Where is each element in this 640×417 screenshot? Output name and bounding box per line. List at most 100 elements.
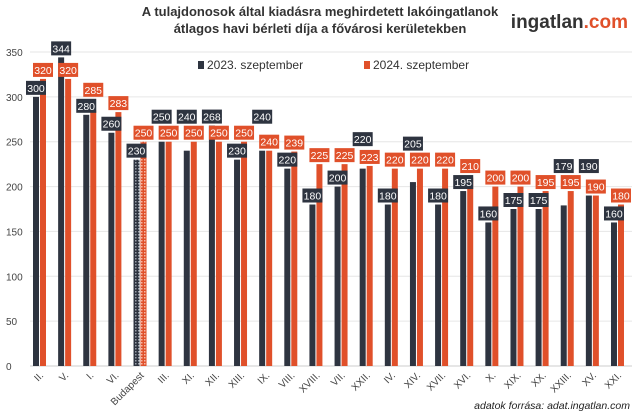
bar-2024 bbox=[165, 141, 172, 366]
bar-2023 bbox=[284, 168, 291, 366]
data-label: 250 bbox=[185, 128, 203, 140]
bar-2023 bbox=[334, 186, 341, 366]
bar-2024 bbox=[90, 110, 97, 366]
data-label-box bbox=[183, 125, 204, 140]
bar-2024 bbox=[416, 168, 423, 366]
data-label: 285 bbox=[84, 85, 102, 97]
data-label: 300 bbox=[27, 83, 45, 95]
data-label: 180 bbox=[304, 191, 322, 203]
y-tick-label: 350 bbox=[6, 48, 23, 59]
data-label-box bbox=[428, 188, 449, 203]
data-label-box bbox=[58, 62, 79, 77]
data-label: 160 bbox=[480, 208, 498, 220]
x-tick-label: IV. bbox=[382, 370, 398, 386]
data-label-box bbox=[327, 170, 348, 185]
x-tick-label: I. bbox=[85, 370, 97, 382]
data-label: 200 bbox=[329, 173, 347, 185]
data-label-box bbox=[610, 188, 631, 203]
x-tick-label: IX. bbox=[256, 370, 272, 386]
data-label: 220 bbox=[279, 155, 297, 167]
legend-swatch-2024 bbox=[364, 61, 370, 69]
data-label-box bbox=[435, 152, 456, 167]
data-label: 230 bbox=[128, 146, 146, 158]
bar-2023 bbox=[133, 159, 140, 366]
x-tick-label: XXII. bbox=[350, 370, 373, 393]
bar-2023 bbox=[259, 150, 266, 366]
data-label: 220 bbox=[411, 155, 429, 167]
data-label: 225 bbox=[311, 150, 329, 162]
data-label-box bbox=[309, 148, 330, 163]
x-tick-label: III. bbox=[156, 370, 172, 386]
y-tick-label: 50 bbox=[6, 317, 18, 328]
data-label-box bbox=[277, 152, 298, 167]
data-label: 180 bbox=[379, 191, 397, 203]
data-label-box bbox=[234, 125, 255, 140]
bar-2024 bbox=[341, 164, 348, 366]
data-label: 250 bbox=[153, 112, 171, 124]
data-label-box bbox=[603, 206, 624, 221]
bar-2023 bbox=[309, 204, 316, 366]
data-label: 175 bbox=[530, 195, 548, 207]
data-label-box bbox=[51, 41, 72, 56]
bar-2023 bbox=[83, 114, 90, 366]
bar-2023 bbox=[384, 204, 391, 366]
bar-2023 bbox=[485, 222, 492, 366]
bar-2023 bbox=[560, 205, 567, 366]
data-label-box bbox=[478, 206, 499, 221]
x-tick-label: VII. bbox=[329, 370, 347, 388]
x-tick-label: XV. bbox=[580, 370, 599, 389]
source-note: adatok forrása: adat.ingatlan.com bbox=[474, 400, 630, 412]
x-tick-label: XXI. bbox=[603, 370, 624, 391]
data-label: 195 bbox=[562, 177, 580, 189]
data-label-box bbox=[510, 170, 531, 185]
data-label-box bbox=[485, 170, 506, 185]
x-tick-label: XVII. bbox=[425, 370, 448, 393]
data-label: 160 bbox=[605, 208, 623, 220]
data-label-box bbox=[402, 136, 423, 151]
bar-2024 bbox=[291, 151, 298, 366]
bar-2024 bbox=[366, 165, 373, 366]
x-tick-label: XIV. bbox=[403, 370, 423, 390]
data-label-box bbox=[158, 125, 179, 140]
data-label-box bbox=[460, 159, 481, 174]
data-label: 240 bbox=[178, 112, 196, 124]
bar-2023 bbox=[460, 191, 467, 366]
bar-2024 bbox=[617, 204, 624, 366]
data-label-box bbox=[259, 134, 280, 149]
data-label: 320 bbox=[34, 65, 52, 77]
data-label: 283 bbox=[110, 98, 128, 110]
data-label: 180 bbox=[612, 191, 630, 203]
data-label: 190 bbox=[587, 182, 605, 194]
bar-2024 bbox=[140, 141, 147, 366]
bar-2024 bbox=[592, 195, 599, 366]
bar-2024 bbox=[241, 141, 248, 366]
bar-2023 bbox=[510, 209, 517, 366]
data-label-box bbox=[560, 175, 581, 190]
data-label: 200 bbox=[512, 173, 530, 185]
data-label-box bbox=[227, 143, 248, 158]
bar-2024 bbox=[266, 150, 273, 366]
data-label-box bbox=[208, 125, 229, 140]
data-label: 190 bbox=[580, 161, 598, 173]
data-label-box bbox=[503, 193, 524, 207]
data-label-box bbox=[302, 188, 323, 203]
data-label-box bbox=[535, 175, 556, 190]
data-label: 250 bbox=[210, 128, 228, 140]
data-label: 195 bbox=[454, 177, 472, 189]
data-label: 268 bbox=[203, 112, 221, 124]
data-label: 180 bbox=[429, 191, 447, 203]
data-label-box bbox=[133, 125, 154, 140]
bar-2024 bbox=[492, 186, 499, 366]
bar-2024 bbox=[316, 164, 323, 366]
bar-2023 bbox=[234, 159, 241, 366]
data-label-box bbox=[578, 159, 599, 174]
x-tick-label: VI. bbox=[105, 370, 121, 386]
bar-2024 bbox=[542, 191, 549, 366]
bar-2023 bbox=[610, 222, 617, 366]
data-label: 220 bbox=[354, 134, 372, 146]
data-label: 175 bbox=[505, 195, 523, 207]
bar-2023 bbox=[535, 209, 542, 366]
x-tick-label: XX. bbox=[530, 370, 549, 389]
y-tick-label: 300 bbox=[6, 93, 23, 104]
bar-2023 bbox=[58, 57, 65, 366]
